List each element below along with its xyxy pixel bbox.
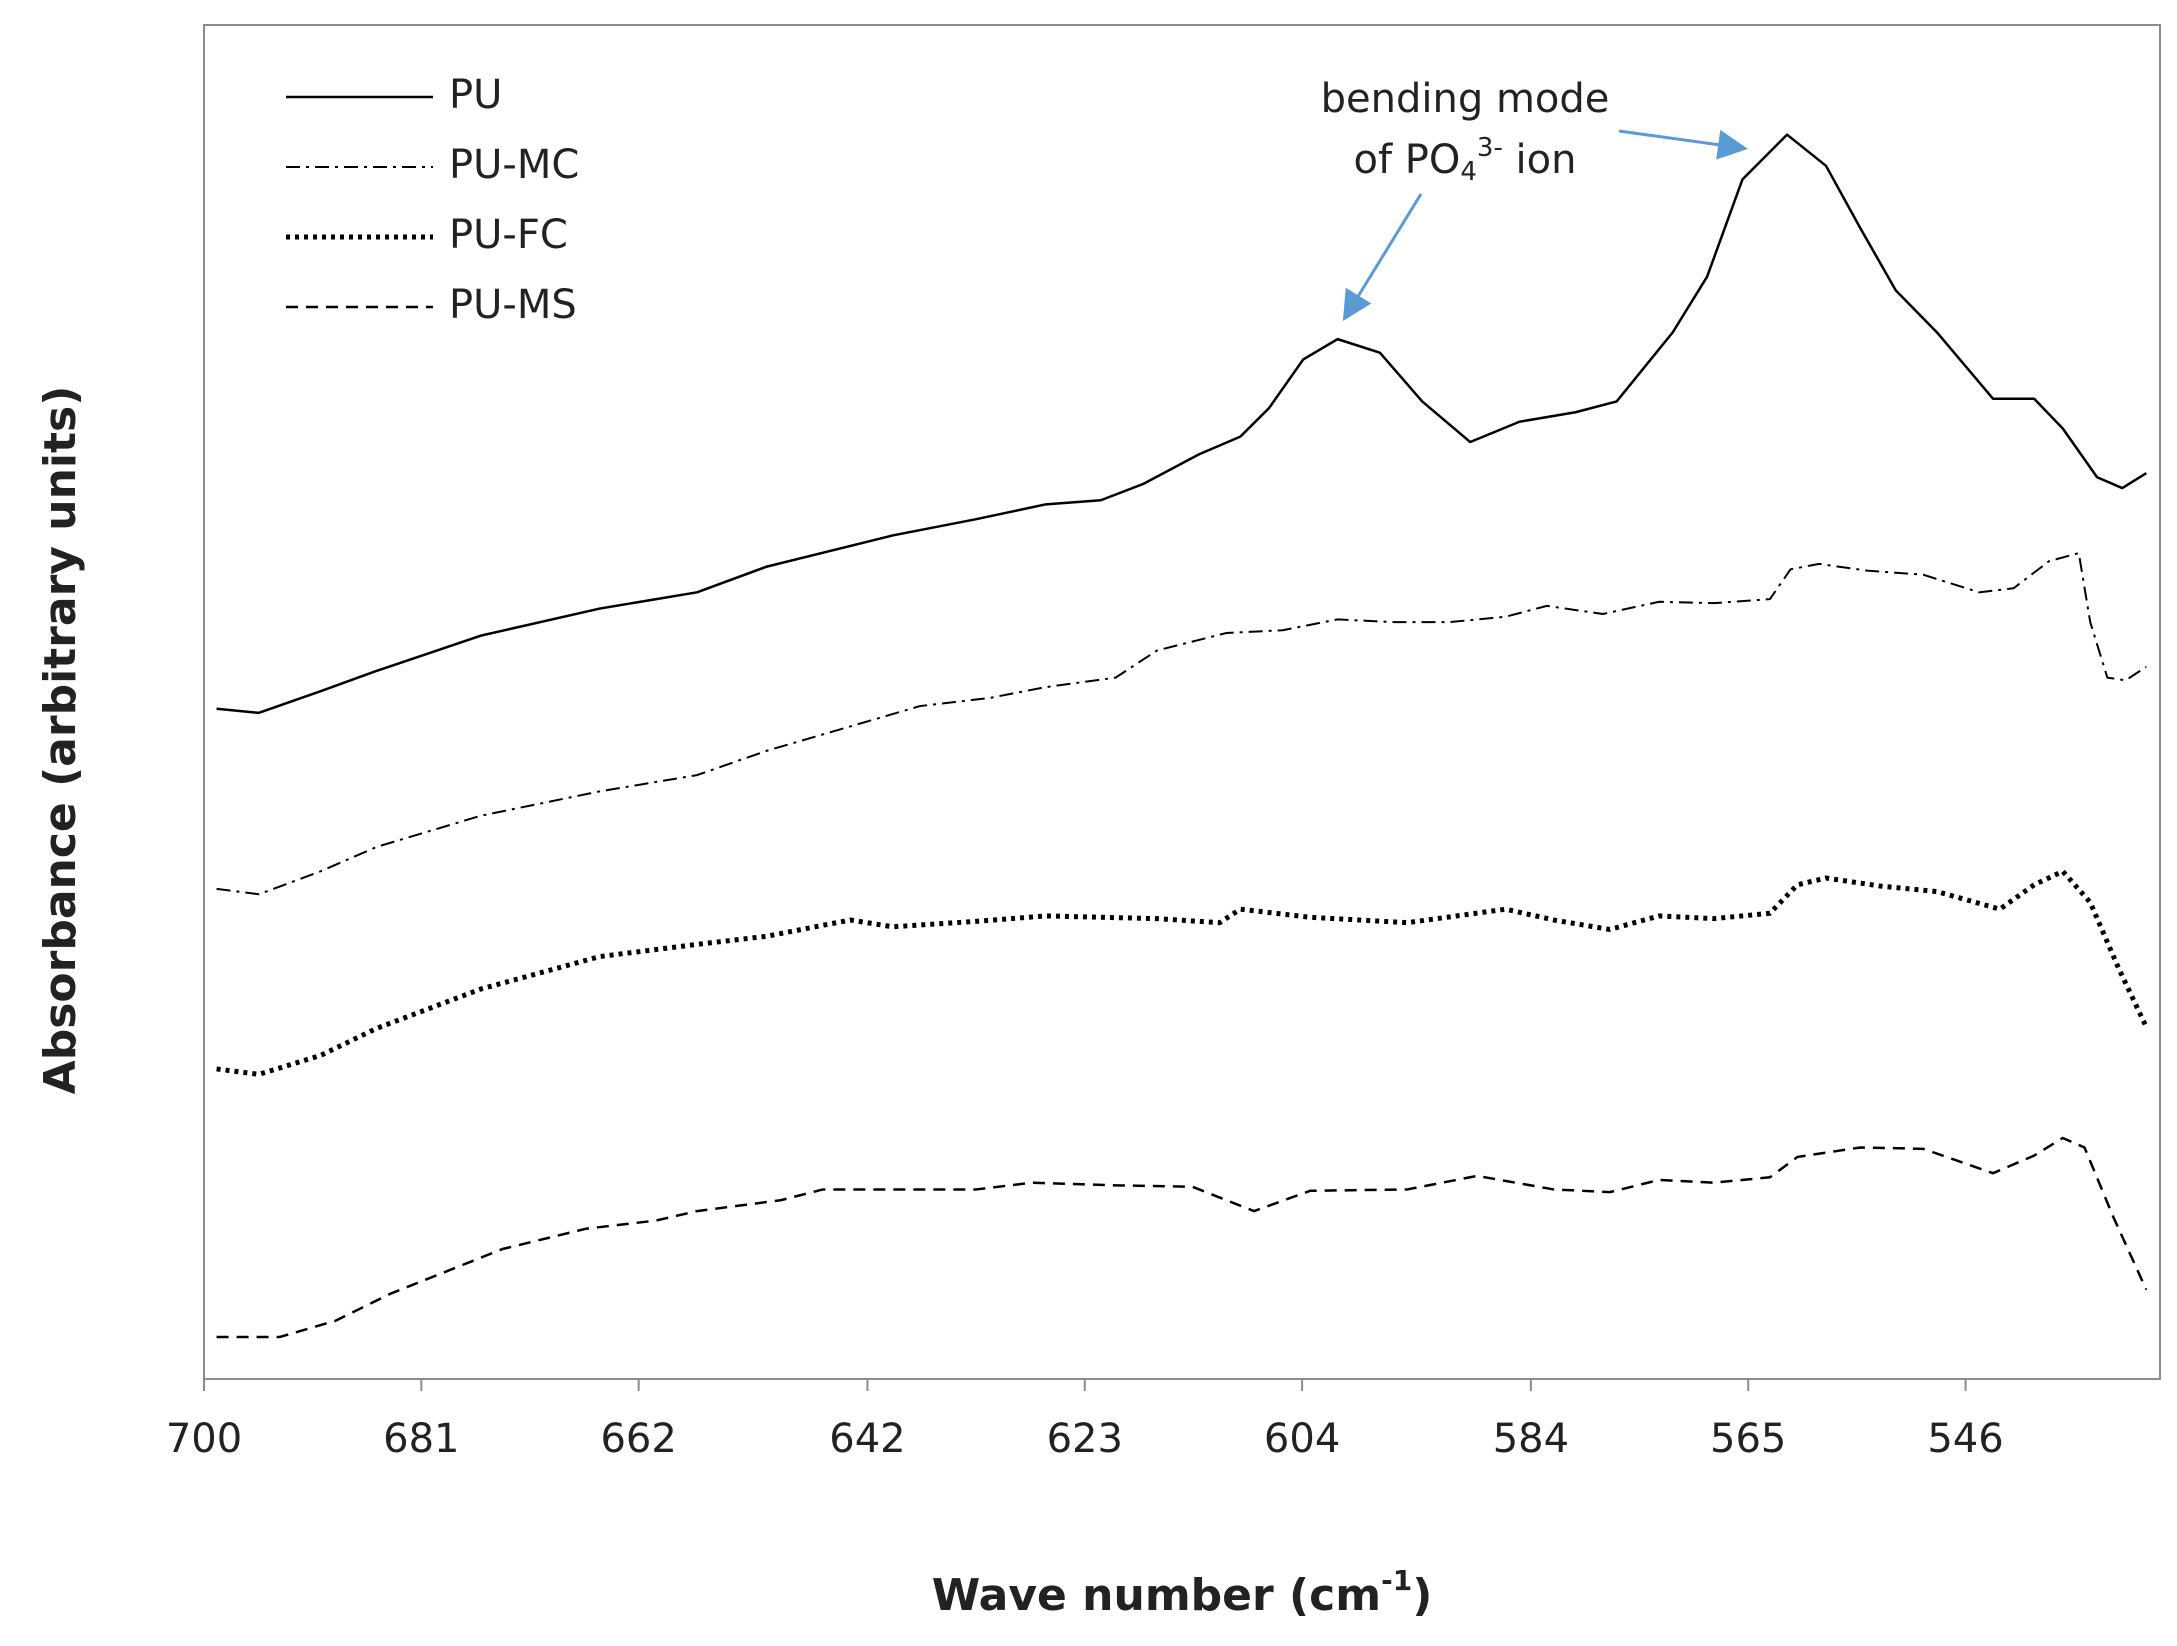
series-line [216,868,2149,1077]
x-tick-label: 623 [1047,1416,1123,1462]
x-tick-label: 584 [1493,1416,1569,1462]
plot-frame [203,24,2161,1380]
legend-label: PU-FC [449,212,568,258]
series-line [216,133,2147,715]
x-tick-label: 700 [166,1416,242,1462]
annotation-part: of PO [1353,137,1460,183]
annotation: of PO43- ion [1353,133,1576,187]
annotation-sup: 3- [1477,133,1503,163]
x-axis-label-part: ) [1412,1570,1432,1621]
x-axis-label-part: Wave number (cm [932,1570,1381,1621]
x-tick-label: 681 [383,1416,459,1462]
y-axis-label: Absorbance (arbitrary units) [35,386,86,1095]
annotation: bending mode [1321,76,1610,122]
annotation-sub: 4 [1460,157,1477,187]
x-tick-label: 546 [1927,1416,2003,1462]
x-axis-label-sup: -1 [1381,1564,1412,1597]
x-tick-label: 604 [1264,1416,1340,1462]
annotation-part: ion [1503,137,1577,183]
series-line [216,1136,2148,1339]
x-tick-label: 642 [829,1416,905,1462]
legend-label: PU-MC [449,142,579,188]
legend-label: PU-MS [449,282,577,328]
series-line [216,552,2147,896]
annotation-arrow [1618,129,1748,160]
x-tick-label: 662 [600,1416,676,1462]
legend-label: PU [449,72,502,118]
x-axis-label: Wave number (cm-1) [932,1564,1433,1621]
x-tick-label: 565 [1710,1416,1786,1462]
annotation-arrow [1342,193,1423,322]
